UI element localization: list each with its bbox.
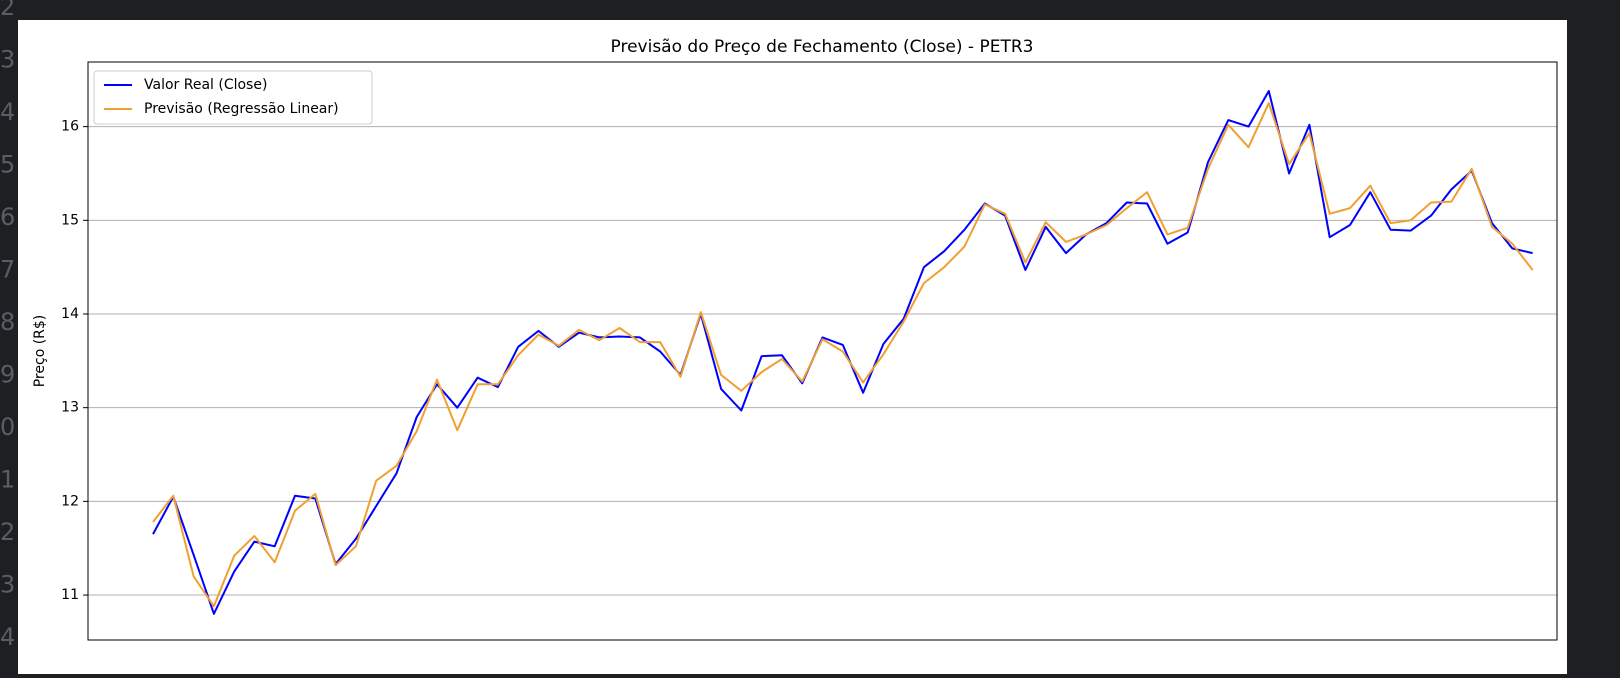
line-number: 9 [0, 361, 15, 389]
y-tick-label: 13 [61, 400, 79, 416]
legend-label: Previsão (Regressão Linear) [144, 101, 339, 117]
line-number: 6 [0, 203, 15, 231]
line-number: 4 [0, 98, 15, 126]
plot-frame [87, 61, 1558, 641]
line-number: 7 [0, 256, 15, 284]
legend-label: Valor Real (Close) [144, 77, 267, 93]
line-numbers: 2 3 4 5 6 7 8 9 0 1 2 3 4 [0, 0, 15, 651]
line-number: 3 [0, 571, 15, 599]
line-number: 8 [0, 308, 15, 336]
line-number: 0 [0, 413, 15, 441]
y-tick-label: 11 [61, 587, 79, 603]
series-line [152, 90, 1533, 615]
line-number: 1 [0, 466, 15, 494]
line-number: 2 [0, 0, 15, 21]
y-tick-label: 12 [61, 493, 79, 509]
y-axis-label: Preço (R$) [32, 315, 48, 388]
series-line [152, 102, 1534, 608]
legend-box [93, 70, 373, 125]
y-tick-label: 14 [61, 306, 79, 322]
chart-title: Previsão do Preço de Fechamento (Close) … [611, 37, 1034, 57]
line-number: 3 [0, 46, 15, 74]
y-tick-label: 16 [61, 119, 79, 135]
y-tick-label: 15 [61, 212, 79, 228]
figure-panel [18, 20, 1567, 674]
line-number: 4 [0, 623, 15, 651]
line-number: 5 [0, 151, 15, 179]
line-number: 2 [0, 518, 15, 546]
